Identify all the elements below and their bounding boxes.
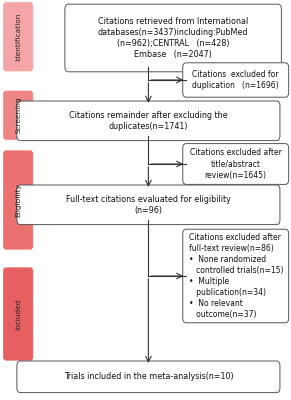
Text: Included: Included bbox=[15, 298, 21, 330]
Text: Citations retrieved from International
databases(n=3437)including:PubMed
(n=962): Citations retrieved from International d… bbox=[98, 17, 249, 59]
Text: Citations  excluded for
duplication   (n=1696): Citations excluded for duplication (n=16… bbox=[192, 70, 279, 90]
FancyBboxPatch shape bbox=[183, 63, 289, 97]
Text: Citations excluded after
title/abstract
review(n=1645): Citations excluded after title/abstract … bbox=[190, 148, 282, 180]
FancyBboxPatch shape bbox=[17, 185, 280, 225]
FancyBboxPatch shape bbox=[17, 101, 280, 141]
Text: Citations excluded after
full-text review(n=86)
•  None randomized
   controlled: Citations excluded after full-text revie… bbox=[189, 233, 284, 319]
FancyBboxPatch shape bbox=[65, 4, 281, 72]
Text: Screening: Screening bbox=[15, 97, 21, 134]
Text: Identification: Identification bbox=[15, 13, 21, 61]
FancyBboxPatch shape bbox=[3, 2, 33, 71]
Text: Trials included in the meta-analysis(n=10): Trials included in the meta-analysis(n=1… bbox=[64, 372, 233, 381]
FancyBboxPatch shape bbox=[183, 144, 289, 184]
Text: Full-text citations evaluated for eligibility
(n=96): Full-text citations evaluated for eligib… bbox=[66, 195, 231, 215]
Text: Eligibility: Eligibility bbox=[15, 183, 21, 217]
FancyBboxPatch shape bbox=[17, 361, 280, 393]
FancyBboxPatch shape bbox=[183, 229, 289, 323]
FancyBboxPatch shape bbox=[3, 268, 33, 360]
Text: Citations remainder after excluding the
duplicates(n=1741): Citations remainder after excluding the … bbox=[69, 111, 228, 131]
FancyBboxPatch shape bbox=[3, 151, 33, 249]
FancyBboxPatch shape bbox=[3, 91, 33, 140]
